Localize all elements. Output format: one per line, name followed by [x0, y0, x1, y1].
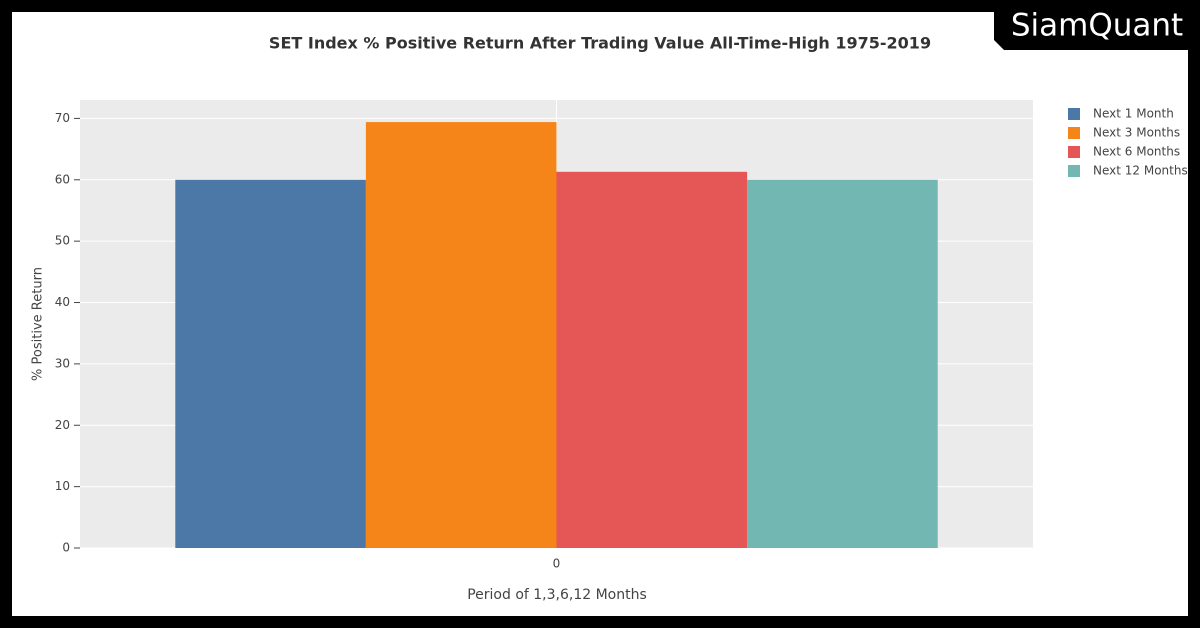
bar: [175, 179, 366, 548]
legend-swatch: [1068, 108, 1080, 120]
y-tick-label: 60: [55, 172, 70, 186]
brand: SiamQuant: [1011, 8, 1183, 44]
y-tick-label: 70: [55, 111, 70, 125]
brand-box: [994, 0, 1200, 50]
bar: [556, 171, 748, 548]
legend-label: Next 1 Month: [1093, 107, 1174, 121]
legend-swatch: [1068, 146, 1080, 158]
y-tick-label: 20: [55, 418, 70, 432]
y-tick-label: 0: [62, 541, 70, 555]
y-tick-label: 40: [55, 295, 70, 309]
legend-swatch: [1068, 165, 1080, 177]
bar: [747, 179, 938, 548]
bar: [365, 122, 557, 549]
y-tick-label: 10: [55, 479, 70, 493]
legend-label: Next 3 Months: [1093, 126, 1180, 140]
x-axis-label: Period of 1,3,6,12 Months: [467, 587, 647, 603]
y-tick-label: 30: [55, 356, 70, 370]
y-tick-label: 50: [55, 234, 70, 248]
legend-label: Next 6 Months: [1093, 145, 1180, 159]
legend-swatch: [1068, 127, 1080, 139]
x-tick-label: 0: [553, 557, 561, 571]
legend-label: Next 12 Months: [1093, 164, 1188, 178]
chart-title: SET Index % Positive Return After Tradin…: [269, 34, 931, 53]
y-axis-label: % Positive Return: [31, 267, 46, 381]
